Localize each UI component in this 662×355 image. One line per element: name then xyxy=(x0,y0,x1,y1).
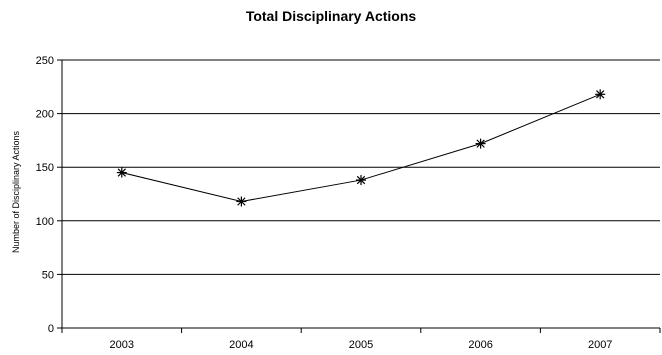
y-tick-label: 50 xyxy=(42,269,54,281)
y-tick-label: 100 xyxy=(36,216,54,228)
data-point xyxy=(475,138,486,149)
series-line xyxy=(121,93,601,203)
x-tick-label: 2005 xyxy=(349,339,373,351)
y-tick-label: 250 xyxy=(36,55,54,67)
y-axis-label: Number of Disciplinary Actions xyxy=(11,130,21,253)
y-tick-label: 150 xyxy=(36,162,54,174)
chart-title: Total Disciplinary Actions xyxy=(245,8,417,24)
y-tick-label: 0 xyxy=(48,323,54,335)
x-tick-label: 2007 xyxy=(588,339,612,351)
y-tick-label: 200 xyxy=(36,109,54,121)
data-point xyxy=(116,167,127,178)
axes xyxy=(61,60,660,329)
data-point xyxy=(356,175,366,186)
x-tick-label: 2003 xyxy=(110,339,134,351)
series xyxy=(116,89,606,207)
data-point xyxy=(595,89,606,100)
x-axis-ticks: 2003 2004 2005 2006 2007 xyxy=(61,328,661,351)
y-axis-ticks: 0 50 100 150 200 250 xyxy=(36,55,62,335)
x-tick-label: 2006 xyxy=(468,339,492,351)
x-tick-label: 2004 xyxy=(229,339,253,351)
gridlines xyxy=(62,59,660,275)
data-point xyxy=(236,196,247,207)
